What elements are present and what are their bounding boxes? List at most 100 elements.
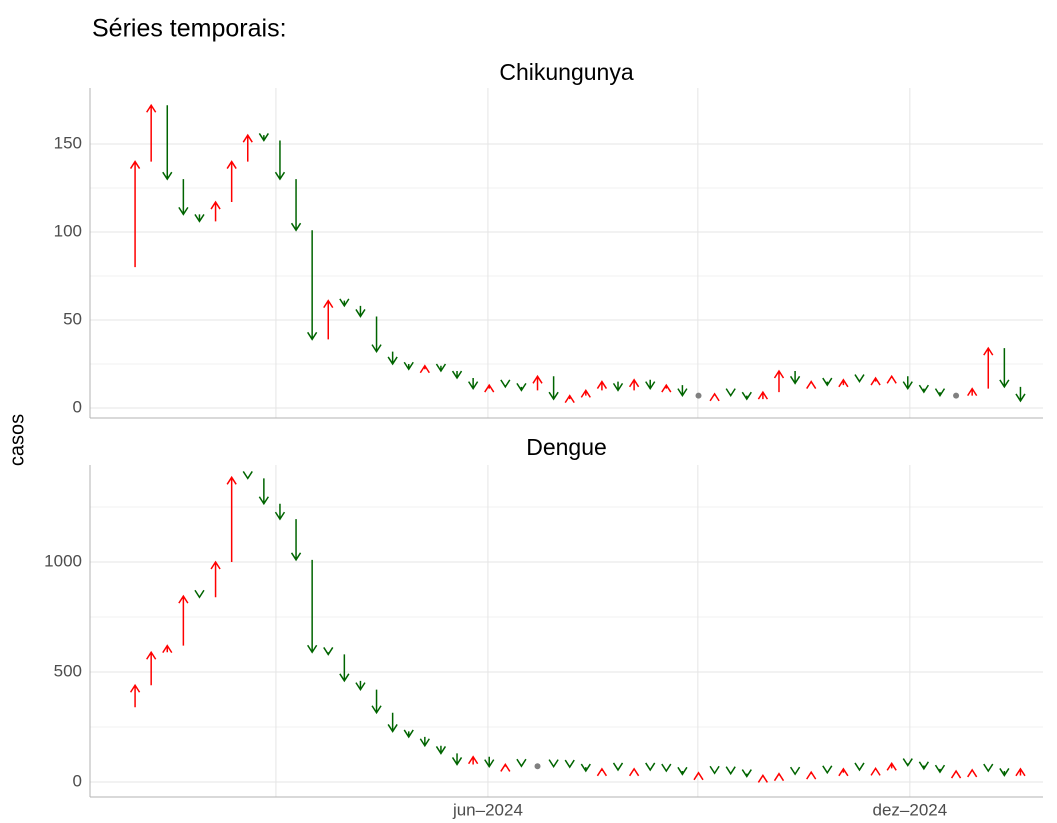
arrow-shape: [612, 762, 624, 772]
change-arrow: [210, 200, 221, 222]
change-arrow: [484, 756, 495, 769]
arrow-shape: [934, 388, 946, 398]
arrow-shape: [290, 179, 302, 232]
change-arrow: [226, 475, 237, 563]
change-arrow: [693, 771, 704, 781]
arrow-shape: [741, 769, 752, 778]
change-arrow: [950, 769, 962, 779]
change-arrow: [162, 644, 173, 654]
change-arrow: [274, 503, 286, 521]
change-arrow: [419, 364, 430, 374]
change-arrow: [1015, 767, 1026, 777]
change-arrow: [806, 770, 817, 780]
change-arrow: [129, 160, 141, 268]
change-arrow: [967, 768, 978, 778]
arrow-shape: [564, 759, 575, 769]
change-arrow: [419, 736, 430, 748]
arrow-shape: [628, 378, 640, 391]
arrow-shape: [500, 763, 511, 772]
arrow-shape: [242, 471, 253, 480]
arrow-shape: [806, 770, 817, 780]
change-arrow: [323, 647, 334, 656]
arrow-shape: [854, 374, 865, 383]
arrow-shape: [435, 745, 447, 755]
change-arrow: [242, 471, 253, 480]
arrow-shape: [677, 766, 688, 776]
arrow-shape: [484, 756, 495, 769]
arrow-shape: [709, 392, 720, 402]
no-change-dot: [953, 392, 960, 399]
change-arrow: [564, 394, 575, 404]
change-arrow: [999, 768, 1010, 777]
no-change-dot: [534, 763, 541, 770]
arrow-shape: [146, 650, 157, 686]
change-arrow: [741, 769, 752, 778]
arrow-shape: [226, 160, 237, 203]
arrow-shape: [307, 559, 318, 654]
arrow-shape: [741, 391, 752, 401]
arrow-shape: [387, 712, 398, 733]
change-arrow: [451, 370, 463, 380]
change-arrow: [612, 381, 624, 392]
x-tick-label: dez–2024: [873, 800, 948, 819]
change-arrow: [435, 363, 447, 373]
arrow-shape: [580, 388, 591, 398]
change-arrow: [178, 594, 189, 646]
arrow-shape: [468, 378, 479, 390]
arrow-shape: [1015, 767, 1026, 777]
change-arrow: [307, 230, 318, 341]
change-arrow: [290, 519, 302, 562]
change-arrow: [516, 382, 527, 392]
arrow-shape: [468, 755, 479, 765]
arrow-shape: [870, 767, 881, 776]
arrow-shape: [661, 383, 672, 393]
change-arrow: [564, 759, 575, 769]
change-arrow: [355, 680, 366, 692]
change-arrow: [725, 766, 736, 776]
change-arrow: [789, 766, 801, 776]
arrow-shape: [194, 589, 205, 599]
arrow-shape: [355, 305, 366, 318]
arrow-shape: [789, 371, 801, 385]
arrow-shape: [822, 765, 833, 775]
change-arrow: [162, 105, 173, 181]
arrow-shape: [274, 503, 286, 521]
arrow-shape: [323, 299, 334, 340]
change-arrow: [709, 392, 720, 402]
arrow-shape: [967, 768, 978, 778]
arrow-shape: [645, 762, 656, 772]
change-arrow: [548, 376, 559, 401]
arrow-shape: [129, 683, 141, 708]
y-tick-label: 0: [73, 772, 82, 791]
arrow-shape: [387, 351, 398, 366]
arrow-shape: [516, 758, 527, 768]
arrow-shape: [403, 729, 414, 739]
change-arrow: [226, 160, 237, 203]
change-arrow: [870, 767, 881, 776]
arrow-shape: [725, 766, 736, 776]
change-arrow: [757, 390, 769, 400]
change-arrow: [1015, 386, 1026, 403]
arrow-shape: [596, 380, 608, 391]
change-arrow: [918, 384, 930, 394]
change-arrow: [371, 689, 382, 715]
change-arrow: [806, 380, 817, 389]
no-change-dot: [695, 392, 702, 399]
change-arrow: [757, 774, 769, 783]
arrow-shape: [886, 374, 897, 384]
change-arrow: [435, 745, 447, 755]
arrow-shape: [146, 103, 157, 162]
arrow-shape: [838, 378, 849, 388]
arrow-shape: [162, 105, 173, 181]
change-arrow: [500, 763, 511, 772]
change-arrow: [274, 140, 286, 181]
change-arrow: [773, 369, 785, 393]
change-arrow: [854, 762, 865, 772]
arrow-shape: [902, 758, 913, 767]
arrow-shape: [484, 383, 495, 393]
arrow-shape: [967, 387, 978, 397]
arrow-shape: [870, 376, 881, 386]
arrow-shape: [918, 384, 930, 394]
change-arrow: [129, 683, 141, 708]
